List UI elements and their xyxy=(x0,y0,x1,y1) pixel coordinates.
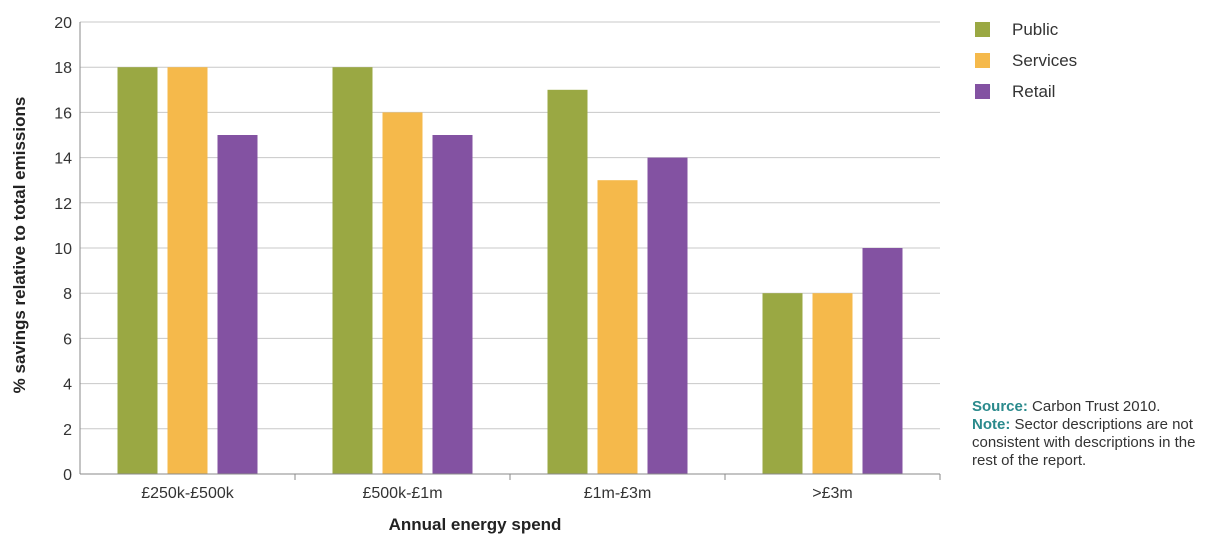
bar-public-1 xyxy=(332,67,373,474)
bar-services-1 xyxy=(382,112,423,475)
x-tick-label: £500k-£1m xyxy=(362,485,442,502)
bar-retail-2 xyxy=(647,157,688,474)
bar-retail-3 xyxy=(862,248,903,474)
y-tick-label: 0 xyxy=(63,467,72,484)
x-tick-label: £1m-£3m xyxy=(584,485,652,502)
axes: 0 2 4 6 8 10 12 14 16 18 20 £250k-£500k £500k-£1m £1m… xyxy=(54,15,941,502)
bar-retail-0 xyxy=(217,135,258,474)
y-tick-label: 12 xyxy=(54,196,72,213)
y-tick-label: 2 xyxy=(63,422,72,439)
bar-retail-1 xyxy=(432,135,473,474)
legend: Public Services Retail xyxy=(975,14,1077,107)
y-tick-label: 16 xyxy=(54,105,72,122)
x-tick-label: >£3m xyxy=(812,485,852,502)
legend-label-public: Public xyxy=(1012,19,1059,39)
legend-item-public: Public xyxy=(975,14,1077,45)
bar-services-3 xyxy=(812,293,853,474)
legend-swatch-services xyxy=(975,53,990,68)
note-label: Note: xyxy=(972,416,1011,433)
y-tick-label: 18 xyxy=(54,60,72,77)
y-axis-title: % savings relative to total emissions xyxy=(10,97,29,394)
bar-public-2 xyxy=(547,89,588,475)
legend-item-services: Services xyxy=(975,45,1077,76)
y-tick-label: 4 xyxy=(63,377,72,394)
legend-label-retail: Retail xyxy=(1012,81,1056,101)
legend-label-services: Services xyxy=(1012,50,1078,70)
y-tick-label: 8 xyxy=(63,286,72,303)
x-tick-label: £250k-£500k xyxy=(141,485,235,502)
y-tick-label: 6 xyxy=(63,331,72,348)
legend-swatch-public xyxy=(975,22,990,37)
bar-public-0 xyxy=(117,67,158,474)
note-text: Sector descriptions are not consistent w… xyxy=(972,416,1196,469)
legend-swatch-retail xyxy=(975,84,990,99)
bar-services-0 xyxy=(167,67,208,474)
x-axis-title: Annual energy spend xyxy=(389,515,562,534)
source-text: Carbon Trust 2010. xyxy=(1032,398,1161,415)
y-tick-label: 10 xyxy=(54,241,72,258)
legend-item-retail: Retail xyxy=(975,76,1077,107)
y-tick-label: 14 xyxy=(54,151,72,168)
gridlines xyxy=(80,21,940,430)
source-label: Source: xyxy=(972,398,1028,415)
bar-services-2 xyxy=(597,180,638,474)
bar-public-3 xyxy=(762,293,803,474)
source-note: Source: Carbon Trust 2010. Note: Sector … xyxy=(972,398,1222,470)
bars xyxy=(117,67,903,475)
y-tick-label: 20 xyxy=(54,15,72,32)
